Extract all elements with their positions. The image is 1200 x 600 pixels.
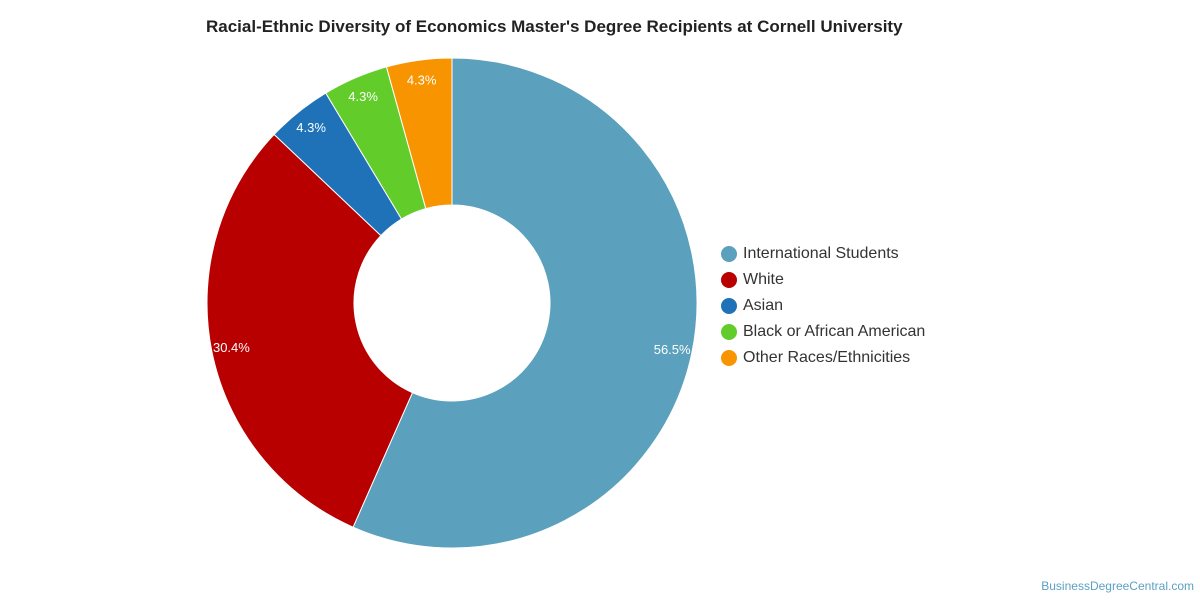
legend-item-other-races-ethnicities[interactable]: Other Races/Ethnicities bbox=[721, 345, 925, 371]
slice-white[interactable] bbox=[206, 133, 414, 528]
slice-other-races-ethnicities[interactable] bbox=[385, 57, 453, 210]
legend-swatch-white bbox=[721, 272, 737, 288]
slice-label-white: 30.4% bbox=[213, 340, 250, 355]
legend-label-international-students: International Students bbox=[743, 245, 899, 262]
slice-label-other-races-ethnicities: 4.3% bbox=[407, 73, 437, 88]
legend-item-asian[interactable]: Asian bbox=[721, 293, 925, 319]
legend-swatch-asian bbox=[721, 298, 737, 314]
slice-international-students[interactable] bbox=[352, 57, 698, 549]
legend-label-other-races-ethnicities: Other Races/Ethnicities bbox=[743, 349, 911, 366]
legend-swatch-black-or-african-american bbox=[721, 324, 737, 340]
legend-item-international-students[interactable]: International Students bbox=[721, 241, 925, 267]
legend-swatch-other-races-ethnicities bbox=[721, 350, 737, 366]
legend-item-black-or-african-american[interactable]: Black or African American bbox=[721, 319, 925, 345]
source-credit[interactable]: BusinessDegreeCentral.com bbox=[1041, 579, 1194, 593]
slice-label-black-or-african-american: 4.3% bbox=[348, 89, 378, 104]
legend-swatch-international-students bbox=[721, 246, 737, 262]
slice-label-international-students: 56.5% bbox=[654, 342, 691, 357]
chart-legend: International Students White Asian Black or… bbox=[721, 241, 925, 371]
donut-slices bbox=[206, 57, 698, 549]
legend-label-black-or-african-american: Black or African American bbox=[743, 323, 926, 340]
slice-label-asian: 4.3% bbox=[296, 120, 326, 135]
legend-label-asian: Asian bbox=[743, 297, 784, 314]
chart-title: Racial-Ethnic Diversity of Economics Mas… bbox=[206, 17, 903, 36]
legend-item-white[interactable]: White bbox=[721, 267, 925, 293]
legend-label-white: White bbox=[743, 271, 784, 288]
slice-labels: 56.5% 30.4% 4.3% 4.3% 4.3% bbox=[213, 73, 691, 357]
